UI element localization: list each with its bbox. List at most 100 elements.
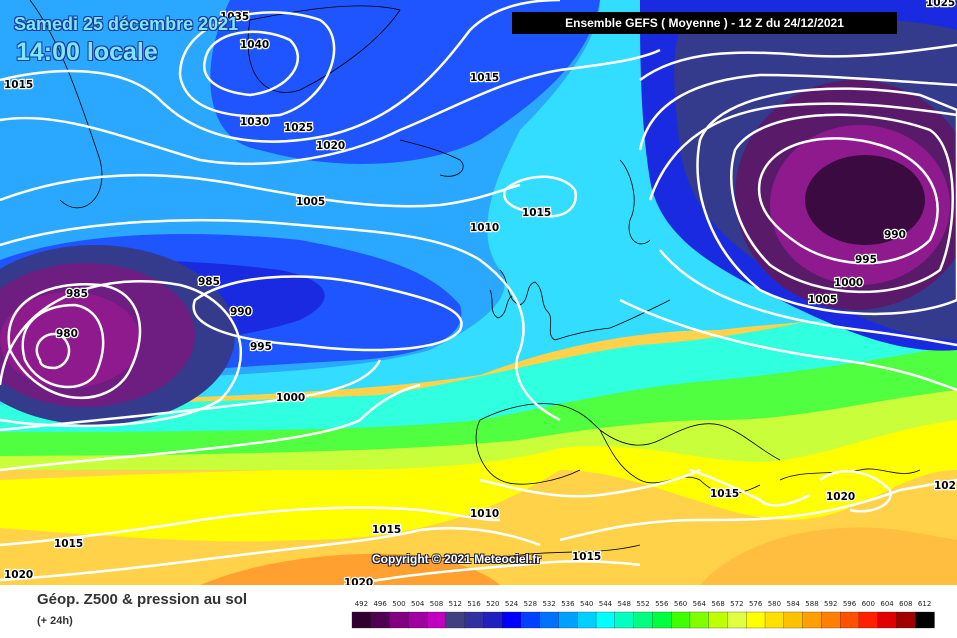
isobar-label: 1020 (344, 577, 373, 585)
legend-value: 600 (862, 600, 875, 608)
isobar-label: 1005 (296, 196, 325, 208)
legend-swatch (671, 611, 691, 629)
legend-value: 532 (542, 600, 555, 608)
legend-swatch (577, 611, 597, 629)
legend-value: 560 (674, 600, 687, 608)
legend-swatch (896, 611, 916, 629)
legend-swatch (839, 611, 860, 629)
isobar-label: 985 (66, 288, 88, 300)
legend-swatch (764, 611, 785, 629)
isobar-label: 1025 (926, 0, 955, 9)
legend-swatch (858, 611, 879, 629)
isobar-label: 1030 (240, 116, 269, 128)
legend-swatch (877, 611, 898, 629)
legend-value: 592 (824, 600, 837, 608)
field-dark-ne (805, 155, 925, 245)
legend-swatch (445, 611, 466, 629)
legend-swatch (426, 611, 447, 629)
legend-swatch (689, 611, 710, 629)
legend-swatch (595, 611, 616, 629)
isobar-label: 1035 (220, 11, 249, 23)
footer-subtitle: (+ 24h) (37, 615, 73, 627)
isobar-label: 1000 (834, 277, 863, 289)
legend-swatch (558, 611, 578, 629)
legend-value: 500 (392, 600, 405, 608)
legend-value: 580 (768, 600, 781, 608)
isobar-label: 1015 (54, 538, 83, 550)
map-canvas: 1035 1040 1015 1030 1025 1020 1015 1005 … (0, 0, 957, 585)
isobar-label: 1000 (276, 392, 305, 404)
legend-swatch (727, 611, 747, 629)
legend-value: 608 (899, 600, 912, 608)
isobar-label: 1010 (470, 508, 499, 520)
legend-value: 536 (561, 600, 575, 608)
isobar-label: 985 (198, 276, 220, 288)
legend-value: 540 (580, 600, 593, 608)
model-header: Ensemble GEFS ( Moyenne ) - 12 Z du 24/1… (512, 12, 897, 34)
legend-swatch (539, 611, 560, 629)
legend-swatch (483, 611, 503, 629)
isobar-label: 1010 (470, 222, 499, 234)
field-orange-s (200, 553, 500, 585)
legend-value: 512 (449, 600, 462, 608)
field-light-green (0, 360, 957, 470)
legend-value: 528 (524, 600, 537, 608)
isobar-label: 1025 (284, 122, 313, 134)
legend-value: 604 (880, 600, 894, 608)
legend-value: 492 (355, 600, 368, 608)
isobar-label: 1015 (470, 72, 499, 84)
coastlines (29, 0, 921, 561)
legend-swatch (464, 611, 485, 629)
legend-swatch (389, 611, 409, 629)
legend-value: 552 (636, 600, 649, 608)
legend-value: 572 (730, 600, 743, 608)
isobar-label: 102 (934, 480, 956, 492)
legend-value: 544 (599, 600, 613, 608)
legend-swatch (408, 611, 428, 629)
isobar-label: 995 (250, 341, 272, 353)
legend-value: 556 (655, 600, 669, 608)
isobar-label: 1015 (4, 79, 33, 91)
legend-value: 576 (749, 600, 763, 608)
isobar-label: 1020 (316, 140, 345, 152)
legend-swatch (614, 611, 635, 629)
field-orange-se (700, 527, 957, 585)
isobar-label: 1015 (372, 524, 401, 536)
legend-swatch (915, 611, 935, 629)
color-legend: 492 496 500 504 508 512 516 520 524 528 532 536 540 5… (351, 600, 935, 629)
legend-value: 564 (693, 600, 707, 608)
isobar-labels: 1035 1040 1015 1030 1025 1020 1015 1005 … (3, 0, 957, 585)
legend-swatch (783, 611, 804, 629)
legend-value: 516 (467, 600, 481, 608)
legend-swatch (652, 611, 672, 629)
isobar-label: 1015 (522, 207, 551, 219)
legend-value: 520 (486, 600, 499, 608)
isobar-label: 995 (855, 254, 877, 266)
legend-swatch (633, 611, 654, 629)
footer-title: Géop. Z500 & pression au sol (37, 591, 248, 608)
isobar-label: 1020 (4, 569, 33, 581)
legend-value: 596 (843, 600, 857, 608)
legend-swatch (520, 611, 541, 629)
field-green (0, 330, 957, 456)
forecast-date: Samedi 25 décembre 2021 (14, 14, 239, 34)
isobar-label: 1015 (710, 488, 739, 500)
isobar-label: 980 (56, 328, 78, 340)
copyright-notice: Copyright © 2021 Meteociel.fr (372, 552, 541, 566)
legend-swatch (821, 611, 841, 629)
legend-value: 612 (918, 600, 931, 608)
isobar-label: 1040 (240, 39, 269, 51)
legend-value: 496 (373, 600, 387, 608)
isobar-label: 1015 (572, 551, 601, 563)
footer: Géop. Z500 & pression au sol (+ 24h) 492… (0, 585, 957, 638)
legend-value: 524 (505, 600, 519, 608)
legend-value: 568 (711, 600, 724, 608)
legend-value: 508 (430, 600, 443, 608)
legend-value: 584 (787, 600, 801, 608)
legend-swatch (502, 611, 522, 629)
legend-value: 504 (411, 600, 425, 608)
isobar-label: 990 (884, 229, 906, 241)
isobar-label: 1020 (826, 491, 855, 503)
legend-value: 588 (805, 600, 818, 608)
